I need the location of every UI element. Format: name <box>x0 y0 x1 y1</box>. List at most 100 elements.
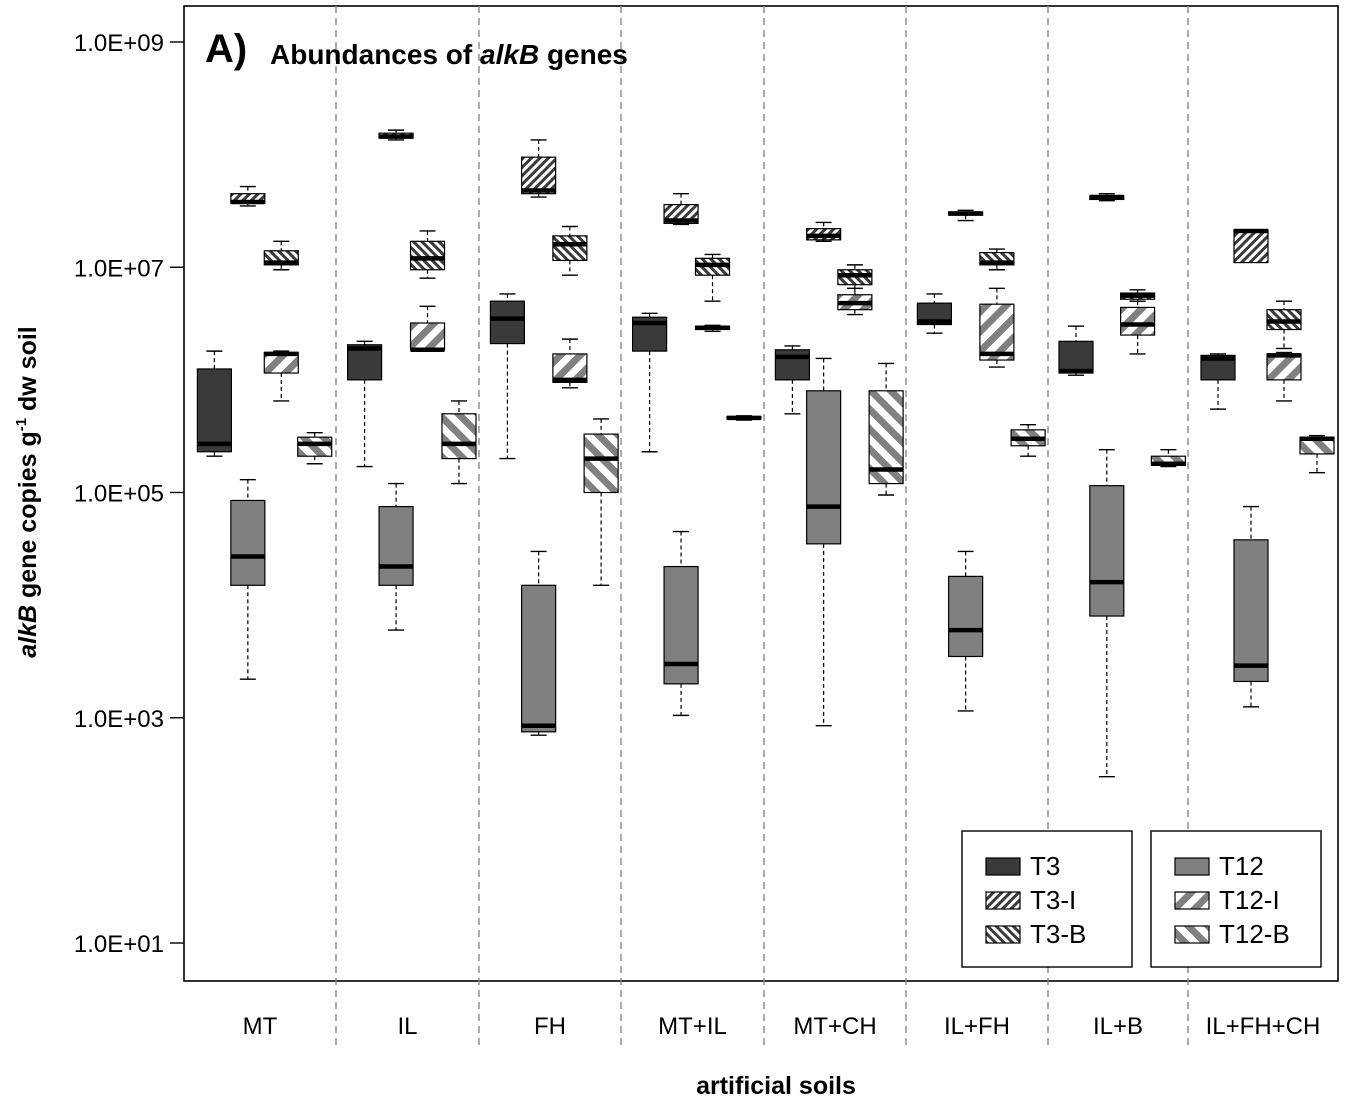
box-iqr <box>1233 539 1269 683</box>
y-tick-label: 1.0E+09 <box>74 30 164 57</box>
box-T12-B <box>1150 448 1187 468</box>
box-iqr <box>489 300 525 345</box>
box-T12 <box>1089 448 1125 778</box>
box-T3 <box>1058 325 1094 376</box>
box-T12-I <box>979 287 1015 368</box>
y-axis-title: alkB gene copies g-1 dw soil <box>13 326 42 658</box>
category-group <box>774 221 904 727</box>
y-tick-label: 1.0E+05 <box>74 481 164 508</box>
box-T12-I <box>1266 351 1302 402</box>
box-T12-B <box>1010 423 1046 457</box>
box-T12 <box>948 550 984 712</box>
box-iqr <box>409 322 446 351</box>
x-category-label: IL <box>397 1013 417 1040</box>
chart-title-suffix: genes <box>539 39 628 70</box>
legend-box: T12 T12-I T12-B <box>1150 830 1322 968</box>
box-T3 <box>1200 353 1236 410</box>
box-iqr <box>552 235 588 262</box>
legend-label: T3-B <box>1030 919 1086 949</box>
x-category-label: MT+IL <box>658 1013 727 1040</box>
box-T12 <box>521 550 557 736</box>
y-axis-title-sup: -1 <box>13 418 30 431</box>
box-iqr <box>948 575 984 658</box>
box-T3-I <box>663 192 699 226</box>
box-iqr <box>1266 353 1302 381</box>
x-axis-title: artificial soils <box>696 1072 856 1100</box>
legend-swatch <box>985 857 1021 876</box>
chart-title: Abundances of alkB genes <box>270 39 628 70</box>
box-iqr <box>979 303 1015 361</box>
legend-label: T3 <box>1030 851 1060 881</box>
box-iqr <box>297 436 333 457</box>
x-category-label: MT <box>243 1013 278 1040</box>
box-iqr <box>1119 306 1156 336</box>
box-T3 <box>347 340 383 468</box>
x-category-label: IL+FH <box>944 1013 1010 1040</box>
category-group <box>1058 192 1187 778</box>
box-T12-B <box>726 415 762 421</box>
box-iqr <box>441 413 477 460</box>
legend-box: T3 T3-I T3-B <box>961 830 1133 968</box>
box-iqr <box>916 302 953 326</box>
box-iqr <box>583 433 619 494</box>
plot-frame <box>183 5 1339 982</box>
box-iqr <box>521 156 557 195</box>
box-T3 <box>196 350 232 457</box>
legend-swatch <box>1174 925 1210 944</box>
y-axis-title-text: gene copies g <box>14 431 42 605</box>
box-iqr <box>774 349 811 381</box>
x-category-label: IL+FH+CH <box>1206 1013 1321 1040</box>
panel-label: A) <box>205 27 247 71</box>
box-T12 <box>230 478 266 680</box>
box-iqr <box>1233 229 1269 264</box>
box-T3-B <box>552 225 588 276</box>
legend-swatch <box>1174 891 1210 910</box>
y-axis-title-gene: alkB <box>14 605 42 658</box>
box-iqr <box>1089 485 1125 617</box>
box-T3-B <box>263 240 299 271</box>
box-iqr <box>230 499 266 586</box>
x-category-label: FH <box>534 1013 566 1040</box>
box-T12-I <box>837 287 873 316</box>
box-iqr <box>1058 340 1094 374</box>
box-iqr <box>521 584 557 733</box>
box-T12 <box>806 357 842 727</box>
box-iqr <box>378 505 414 586</box>
box-T3-I <box>378 129 414 141</box>
box-T12-I <box>263 350 299 402</box>
box-T12 <box>378 482 414 631</box>
box-iqr <box>409 240 446 271</box>
box-T12 <box>1233 505 1269 708</box>
box-T12-B <box>868 362 904 496</box>
chart-title-prefix: Abundances of <box>270 39 480 70</box>
box-T3-I <box>1233 228 1269 264</box>
box-T3-I <box>948 209 984 222</box>
category-group <box>1200 228 1335 708</box>
legend-swatch <box>985 891 1021 910</box>
box-T3-B <box>979 248 1015 271</box>
chart-title-gene: alkB <box>480 39 539 70</box>
y-tick-label: 1.0E+07 <box>74 255 164 282</box>
box-T12-I <box>409 305 446 353</box>
box-T3 <box>489 293 525 460</box>
category-group <box>489 139 619 736</box>
box-T12-I <box>552 338 588 389</box>
box-T3-I <box>806 221 842 242</box>
box-T12-I <box>1119 300 1156 355</box>
y-tick-label: 1.0E+03 <box>74 706 164 733</box>
box-T3 <box>774 345 811 415</box>
legend-swatch <box>1174 857 1210 876</box>
category-group <box>196 185 333 680</box>
box-T3-B <box>694 253 731 302</box>
box-T12-B <box>441 400 477 485</box>
y-axis-title-tail: dw soil <box>14 326 42 418</box>
legend-label: T12 <box>1219 851 1264 881</box>
y-tick-label: 1.0E+01 <box>74 931 164 958</box>
box-T3-I <box>521 139 557 198</box>
box-iqr <box>806 390 842 545</box>
legend-label: T12-I <box>1219 885 1280 915</box>
x-category-label: MT+CH <box>793 1013 876 1040</box>
box-T3 <box>631 312 668 453</box>
x-category-label: IL+B <box>1093 1013 1143 1040</box>
